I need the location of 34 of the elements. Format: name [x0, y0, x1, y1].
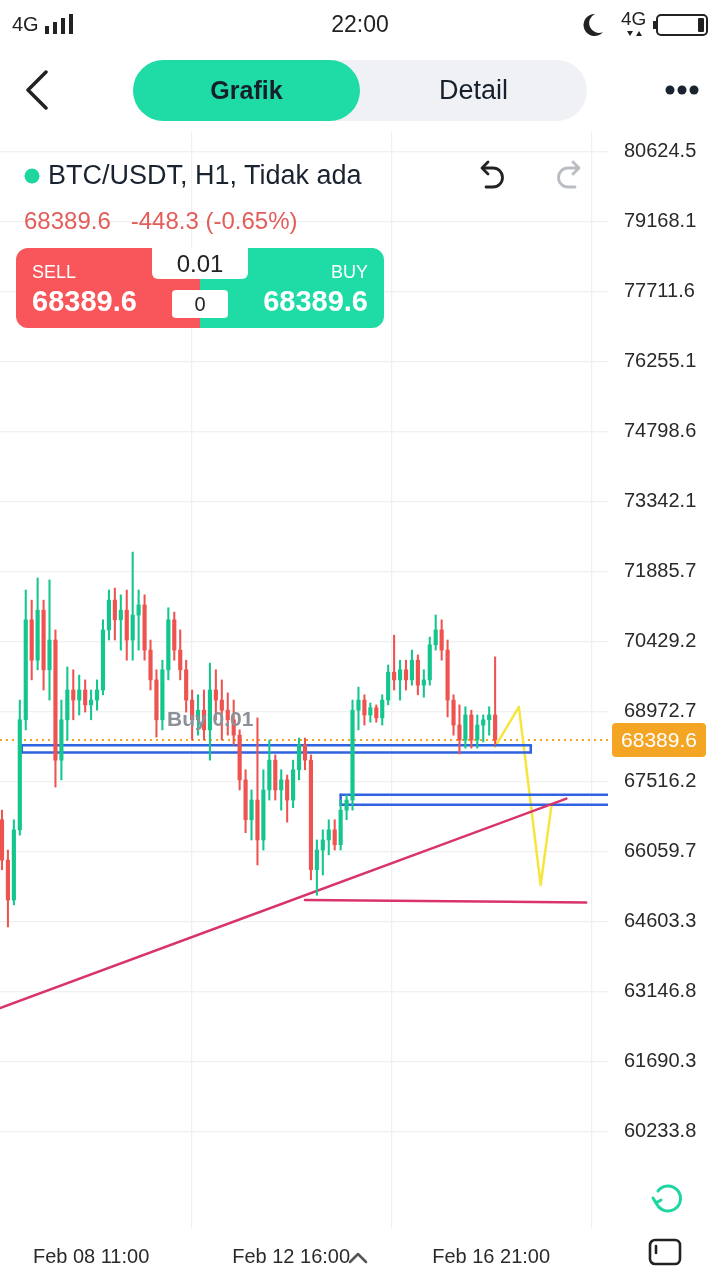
y-tick-label: 80624.5 [624, 139, 697, 162]
y-tick-label: 70429.2 [624, 629, 697, 652]
text: 22:00 [331, 11, 389, 37]
x-tick-label: Feb 16 21:00 [432, 1244, 551, 1267]
annotation: BUY [330, 262, 368, 282]
annotation: 0 [194, 293, 206, 315]
x-tick-label: Feb 12 16:00 [232, 1244, 351, 1267]
y-tick-label: 60233.8 [624, 1119, 697, 1142]
text: 4G [621, 8, 647, 29]
segmented-control: Grafik Detail [133, 60, 587, 121]
y-tick-label: 73342.1 [624, 489, 697, 512]
annotation: 68389.6 [263, 285, 368, 317]
y-tick-label: 68972.7 [624, 699, 697, 722]
y-tick-label: 63146.8 [624, 979, 697, 1002]
selected-tab: Grafik [133, 60, 360, 121]
x-tick-label: Feb 08 11:00 [32, 1244, 150, 1267]
y-tick-label: 74798.6 [624, 419, 697, 442]
text: BTC/USDT, H1, Tidak ada [48, 160, 362, 190]
y-tick-label: 61690.3 [624, 1049, 697, 1072]
annotation: SELL [32, 262, 77, 282]
ref-line-label: 68389.6 [621, 727, 697, 751]
spread-field: 0 [172, 290, 228, 318]
annotation: 68389.6 [32, 285, 137, 317]
y-tick-label: 71885.7 [624, 559, 697, 582]
y-tick-label: 77711.6 [624, 279, 695, 302]
y-tick-label: 67516.2 [624, 769, 697, 792]
lot-size-field: 0.01 [152, 248, 248, 279]
y-tick-label: 66059.7 [624, 839, 697, 862]
y-tick-label: 76255.1 [624, 349, 697, 372]
y-tick-label: 79168.1 [624, 209, 697, 232]
annotation: 0.01 [176, 249, 224, 277]
text: 68389.6 -448.3 (-0.65%) [24, 207, 298, 234]
text: 4G [12, 13, 39, 35]
y-tick-label: 64603.3 [624, 909, 697, 932]
